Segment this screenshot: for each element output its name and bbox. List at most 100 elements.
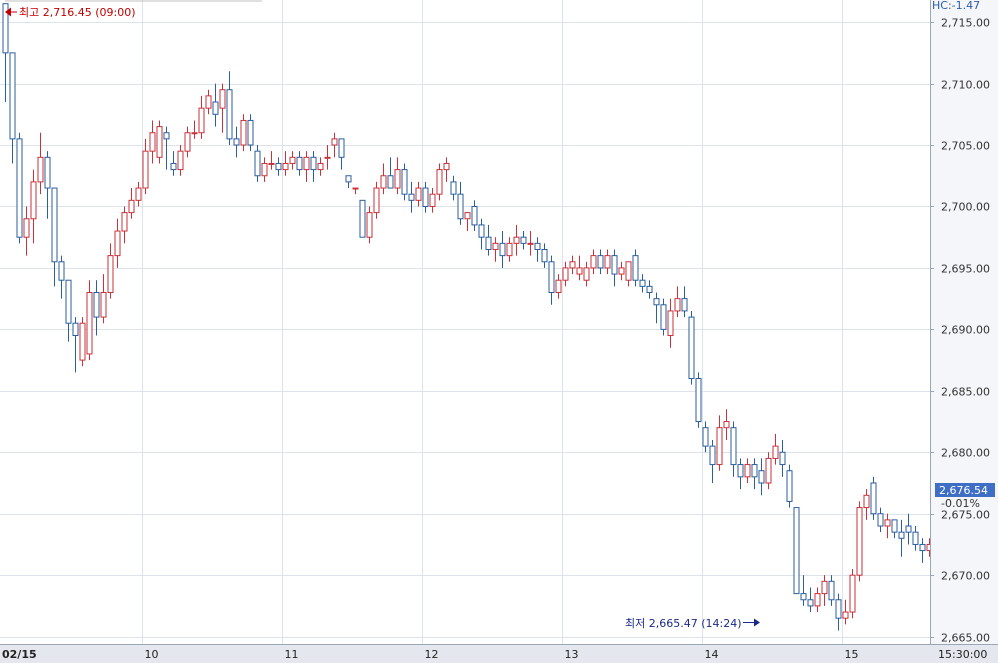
- candle-body: [352, 187, 359, 190]
- x-tick-label: 14: [705, 648, 719, 661]
- candle-body: [695, 378, 702, 423]
- candle-body: [205, 95, 212, 109]
- candle-up: [79, 317, 86, 367]
- candle-body: [114, 230, 121, 257]
- candle-down: [65, 279, 72, 342]
- candle-up: [268, 151, 275, 170]
- candle-body: [597, 255, 604, 269]
- candle-body: [912, 531, 919, 545]
- candle-down: [695, 372, 702, 428]
- candle-body: [268, 162, 275, 165]
- candle-down: [632, 249, 639, 287]
- y-tick-label: 2,670.00: [941, 570, 990, 583]
- candle-up: [527, 231, 534, 256]
- candle-body: [296, 156, 303, 171]
- candle-body: [86, 292, 93, 355]
- candle-down: [58, 255, 65, 299]
- candle-down: [912, 526, 919, 551]
- candle-body: [37, 156, 44, 183]
- candle-down: [807, 587, 814, 613]
- candle-body: [492, 242, 499, 250]
- candle-body: [163, 132, 170, 140]
- candle-up: [142, 138, 149, 195]
- candle-up: [555, 274, 562, 299]
- candle-down: [653, 292, 660, 324]
- candle-up: [723, 409, 730, 440]
- candle-down: [422, 181, 429, 213]
- candle-body: [919, 543, 926, 552]
- candle-down: [702, 421, 709, 453]
- candle-body: [555, 279, 562, 294]
- candle-up: [415, 181, 422, 207]
- candle-body: [758, 470, 765, 484]
- candle-body: [744, 464, 751, 478]
- candle-body: [149, 132, 156, 152]
- candle-up: [814, 587, 821, 613]
- x-tick-label: 15:30:00: [938, 648, 987, 661]
- candle-body: [884, 519, 891, 527]
- candle-body: [457, 193, 464, 220]
- candle-down: [275, 157, 282, 176]
- candle-body: [422, 187, 429, 207]
- candle-body: [681, 298, 688, 312]
- candle-up: [576, 255, 583, 281]
- candle-down: [296, 151, 303, 176]
- candle-body: [331, 138, 338, 146]
- candle-body: [569, 261, 576, 269]
- candle-body: [443, 162, 450, 171]
- candle-body: [856, 507, 863, 576]
- grid-lines: [0, 0, 930, 663]
- candle-body: [898, 531, 905, 539]
- candle-body: [842, 611, 849, 619]
- candle-body: [429, 193, 436, 207]
- candle-down: [2, 3, 9, 103]
- candle-up: [128, 188, 135, 219]
- y-tick-label: 2,690.00: [941, 324, 990, 337]
- candle-down: [898, 519, 905, 557]
- candle-body: [233, 138, 240, 146]
- candle-down: [793, 507, 800, 595]
- candle-body: [653, 298, 660, 306]
- candle-up: [429, 188, 436, 213]
- candle-body: [807, 599, 814, 607]
- candle-body: [275, 162, 282, 171]
- candle-body: [835, 599, 842, 619]
- candle-up: [107, 243, 114, 299]
- candle-up: [583, 261, 590, 287]
- candle-body: [408, 193, 415, 201]
- candle-body: [373, 187, 380, 214]
- low-arrow-icon: [754, 618, 760, 627]
- candle-up: [744, 458, 751, 483]
- candle-body: [9, 52, 16, 140]
- candle-body: [93, 292, 100, 318]
- candle-down: [247, 114, 254, 152]
- candle-body: [513, 236, 520, 244]
- candle-body: [611, 255, 618, 275]
- y-tick-label: 2,695.00: [941, 263, 990, 276]
- candle-body: [562, 267, 569, 281]
- candle-down: [485, 224, 492, 256]
- candle-body: [702, 427, 709, 447]
- candle-body: [107, 255, 114, 294]
- candle-body: [16, 138, 23, 238]
- candle-up: [884, 513, 891, 539]
- candle-up: [443, 157, 450, 182]
- candle-body: [198, 107, 205, 134]
- candle-body: [30, 181, 37, 220]
- candle-down: [310, 151, 317, 182]
- current-price-badge: [935, 483, 995, 497]
- candle-body: [660, 304, 667, 330]
- candle-body: [23, 218, 30, 238]
- candle-down: [597, 249, 604, 275]
- candle-body: [317, 162, 324, 171]
- candle-body: [723, 421, 730, 429]
- candle-down: [233, 126, 240, 158]
- hc-value: HC:-1.47: [932, 0, 980, 12]
- candle-body: [590, 255, 597, 269]
- candle-up: [849, 569, 856, 619]
- candle-body: [289, 156, 296, 164]
- candle-body: [177, 150, 184, 171]
- candle-body: [135, 187, 142, 201]
- candle-up: [30, 169, 37, 244]
